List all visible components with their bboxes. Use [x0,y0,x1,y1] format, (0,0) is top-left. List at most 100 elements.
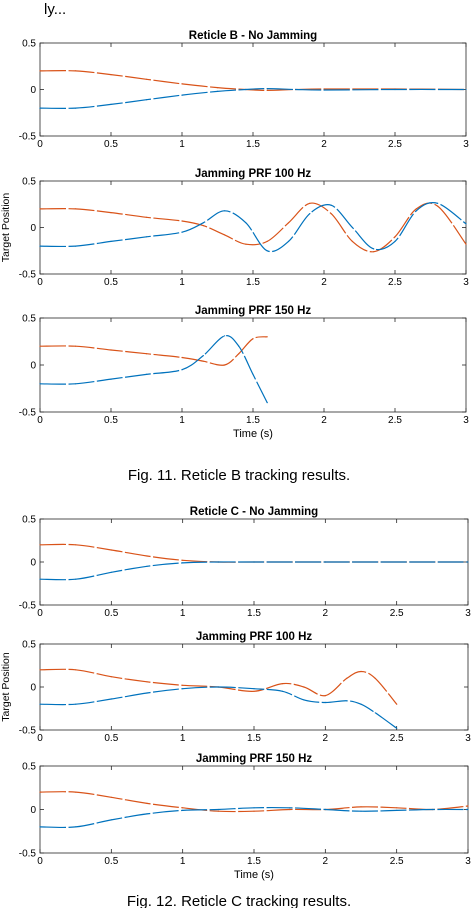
series-2-point [181,94,183,96]
y-tick-label: 0.5 [22,39,36,50]
x-tick-label: 2 [323,608,329,619]
series-1-point [360,806,362,808]
x-tick-label: 2.5 [388,277,402,288]
chart-title: Jamming PRF 100 Hz [196,631,313,643]
series-2-point [266,402,268,404]
series-2-point [75,826,77,828]
series-line-1 [39,668,398,705]
series-1-point [182,684,184,686]
x-tick-label: 0 [37,139,43,150]
series-2-point [217,561,219,563]
series-2-point [394,88,396,91]
series-2-point [394,240,396,242]
series-2-point [253,807,255,809]
series-1-point [202,360,204,362]
series-2-point [266,88,268,90]
series-2-point [224,210,226,212]
figure-caption-1: Fig. 11. Reticle B tracking results. [128,467,350,484]
series-2-point [110,103,112,105]
series-1-point [351,240,353,242]
series-line-2 [39,686,398,729]
x-tick-label: 1 [180,856,186,867]
series-2-point [110,819,112,821]
series-1-point [110,676,112,678]
series-2-point [465,88,467,91]
x-tick-label: 1.5 [246,139,260,150]
x-tick-label: 0.5 [104,608,118,619]
series-1-point [39,544,41,546]
series-2-point [202,355,204,357]
series-1-point [281,683,284,685]
chart-title: Jamming PRF 150 Hz [196,753,313,765]
x-tick-label: 2.5 [390,856,404,867]
chart-title: Reticle B - No Jamming [189,30,317,42]
series-1-point [146,555,148,557]
series-2-point [145,373,148,375]
series-1-point [360,670,362,673]
x-tick-label: 1.5 [246,277,260,288]
y-tick-label: 0.5 [22,640,36,651]
x-tick-label: 0.5 [104,856,118,867]
series-2-point [351,226,353,229]
series-1-point [374,677,376,680]
series-1-point [110,549,112,551]
series-1-point [145,78,148,80]
x-tick-label: 3 [465,856,471,867]
series-2-point [324,808,326,811]
x-tick-label: 3 [463,415,469,426]
series-1-point [266,336,268,338]
series-1-point [253,810,255,812]
series-1-point [75,669,77,671]
series-2-point [374,712,376,714]
series-2-point [238,345,240,347]
plot-area [39,317,467,413]
series-2-point [74,107,77,109]
x-tick-label: 0 [37,733,43,744]
series-2-point [145,99,148,101]
x-tick-label: 1 [179,277,185,288]
series-line-2 [39,335,268,403]
series-2-point [287,240,290,242]
series-2-point [39,245,41,247]
y-tick-label: -0.5 [19,726,37,737]
series-2-point [346,700,348,702]
x-tick-label: 1.5 [247,856,261,867]
series-2-point [217,686,219,688]
series-2-point [110,378,112,380]
series-2-point [39,703,41,705]
series-2-point [266,250,268,252]
series-2-point [182,562,184,564]
series-2-point [110,698,112,700]
series-2-point [330,204,332,206]
series-2-point [39,383,41,385]
x-tick-label: 2.5 [388,139,402,150]
series-2-point [253,561,255,563]
x-tick-label: 0 [37,608,43,619]
series-2-point [467,561,469,563]
series-1-point [324,695,326,697]
series-2-point [324,561,326,563]
series-1-point [266,89,268,91]
x-tick-label: 2 [321,415,327,426]
series-1-point [39,70,41,72]
series-1-point [216,87,219,89]
x-tick-label: 0.5 [104,277,118,288]
chart-title: Jamming PRF 150 Hz [195,305,312,317]
series-1-point [74,70,77,72]
series-2-point [182,809,184,812]
series-2-point [245,222,247,224]
y-tick-label: 0.5 [22,762,36,773]
series-1-point [415,208,417,210]
series-2-point [110,240,112,242]
series-1-point [394,236,396,238]
series-1-point [110,212,112,214]
series-1-point [146,681,148,683]
series-1-point [75,544,77,546]
y-tick-label: -0.5 [19,132,37,143]
y-tick-label: 0 [30,805,36,816]
x-tick-label: 1 [179,139,185,150]
figure-caption-2: Fig. 12. Reticle C tracking results. [127,893,351,908]
x-tick-label: 1 [180,733,186,744]
series-1-point [181,356,183,359]
